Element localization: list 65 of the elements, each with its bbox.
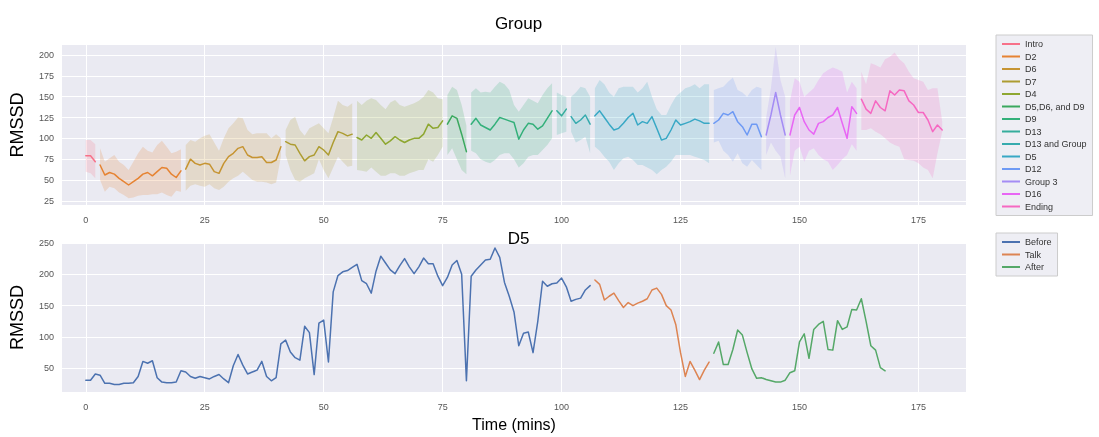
line-series: [713, 110, 763, 138]
x-tick-label: 25: [199, 214, 210, 225]
x-tick-label: 150: [791, 401, 807, 412]
line-series: [356, 120, 444, 145]
line-series: [99, 164, 182, 186]
y-tick-label: 150: [38, 300, 54, 311]
y-tick-label: 50: [43, 175, 54, 185]
legend-label: D5,D6, and D9: [1025, 101, 1085, 112]
y-tick-label: 50: [43, 363, 54, 374]
x-tick-label: 100: [554, 214, 570, 225]
y-tick-label: 125: [38, 112, 54, 123]
x-tick-label: 50: [318, 401, 329, 412]
line-series: [446, 115, 468, 153]
line-series: [570, 114, 591, 125]
line-series: [713, 298, 886, 383]
x-tick-label: 25: [199, 401, 210, 412]
legend-label: D5: [1025, 151, 1037, 162]
x-axis-title: Time (mins): [472, 415, 556, 433]
y-tick-label: 100: [38, 331, 54, 342]
y-tick-label: 200: [38, 269, 54, 280]
x-tick-label: 175: [910, 214, 926, 225]
chart-title: D5: [507, 229, 530, 248]
line-series: [284, 130, 353, 162]
y-tick-label: 150: [38, 91, 54, 102]
legend-label: D9: [1025, 114, 1037, 124]
x-tick-label: 125: [673, 401, 689, 412]
legend-label: Talk: [1025, 249, 1042, 260]
x-tick-label: 125: [673, 214, 689, 225]
legend-label: Ending: [1025, 201, 1054, 212]
y-axis-title: RMSSD: [7, 285, 27, 351]
legend-label: D16: [1025, 189, 1042, 199]
legend-label: D7: [1025, 76, 1037, 87]
x-tick-label: 75: [437, 401, 448, 412]
y-tick-label: 175: [38, 70, 54, 81]
y-tick-label: 250: [38, 238, 54, 248]
legend-label: D13 and Group: [1025, 139, 1087, 149]
line-series: [470, 110, 553, 140]
line-series: [860, 89, 943, 133]
legend-label: After: [1025, 262, 1045, 272]
line-series: [85, 247, 591, 386]
x-tick-label: 150: [791, 214, 807, 225]
y-axis-title: RMSSD: [7, 92, 27, 158]
x-tick-label: 0: [83, 401, 89, 412]
legend-label: D2: [1025, 51, 1037, 62]
x-tick-label: 100: [554, 401, 570, 412]
legend-label: Intro: [1025, 39, 1044, 49]
x-tick-label: 50: [318, 214, 329, 225]
y-tick-label: 100: [38, 133, 54, 144]
x-tick-label: 175: [910, 401, 926, 412]
legend-label: D4: [1025, 89, 1037, 99]
x-tick-label: 0: [83, 214, 89, 225]
line-series: [594, 110, 710, 141]
y-tick-label: 75: [43, 154, 54, 165]
chart-title: Group: [494, 14, 543, 33]
legend-label: D13: [1025, 126, 1042, 137]
line-series: [184, 145, 282, 175]
y-tick-label: 200: [38, 50, 54, 60]
line-series: [594, 279, 710, 381]
x-tick-label: 75: [437, 214, 448, 225]
line-series: [789, 105, 858, 140]
legend-label: D6: [1025, 64, 1037, 74]
y-tick-label: 25: [43, 195, 54, 206]
legend-label: Group 3: [1025, 176, 1058, 187]
legend-label: Before: [1025, 237, 1052, 247]
legend-label: D12: [1025, 164, 1042, 174]
